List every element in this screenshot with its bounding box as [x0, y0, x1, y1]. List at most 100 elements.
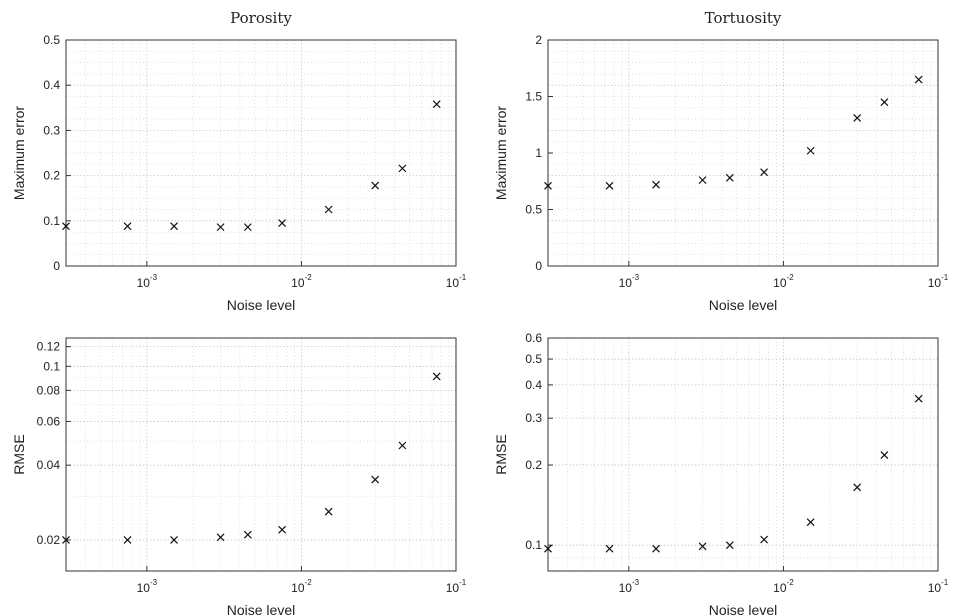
data-point-marker [760, 168, 769, 177]
data-point-marker [806, 518, 815, 527]
y-tick-label: 0.04 [37, 458, 61, 472]
data-point-marker [278, 219, 287, 227]
y-axis-label: Maximum error [493, 106, 509, 200]
x-tick-label-base: 10 [928, 581, 942, 595]
plot-area-frame [65, 337, 457, 572]
data-point-marker [371, 475, 380, 484]
y-tick-label: 0.06 [37, 414, 61, 428]
data-point-marker [243, 530, 252, 539]
x-tick-label: 10-1 [928, 578, 949, 595]
grid [65, 39, 457, 267]
x-axis-label: Noise level [709, 297, 777, 313]
data-point-marker [880, 451, 889, 460]
data-point-marker [278, 525, 287, 534]
y-tick-label: 2 [535, 33, 542, 47]
data-point-marker [605, 544, 614, 553]
x-tick-label: 10-2 [773, 273, 794, 290]
x-tick-label: 10-2 [291, 273, 312, 290]
x-tick-label-base: 10 [446, 581, 460, 595]
x-tick-label-exponent: -3 [150, 578, 158, 587]
y-tick-label: 0 [535, 259, 542, 273]
data-point-marker [324, 205, 333, 214]
x-tick-label-base: 10 [773, 581, 787, 595]
data-point-marker [216, 533, 225, 542]
data-point-marker [853, 114, 862, 122]
data-point-marker [914, 394, 923, 403]
y-tick-label: 0.08 [37, 383, 61, 397]
data-point-marker [170, 536, 178, 544]
grid [547, 337, 939, 572]
y-tick-label: 1 [535, 146, 542, 160]
data-point-marker [853, 483, 862, 492]
x-tick-label-exponent: -1 [459, 273, 467, 282]
data-point-marker [170, 222, 178, 231]
y-tick-label: 0.5 [525, 203, 542, 217]
data-point-marker [324, 507, 333, 516]
x-tick-label: 10-2 [291, 578, 312, 595]
x-tick-label-base: 10 [137, 581, 151, 595]
x-tick-label-exponent: -3 [632, 273, 640, 282]
x-tick-label: 10-3 [137, 273, 158, 290]
y-tick-label: 0.1 [43, 359, 60, 373]
data-point-marker [652, 180, 660, 189]
data-series [62, 372, 441, 544]
y-tick-label: 0.1 [525, 538, 542, 552]
data-point-marker [432, 100, 441, 109]
data-point-marker [760, 535, 769, 544]
x-tick-label-exponent: -1 [941, 578, 949, 587]
data-point-marker [62, 536, 70, 544]
y-axis-label: RMSE [493, 434, 509, 474]
y-axis-label: RMSE [11, 434, 27, 474]
y-tick-label: 0.12 [37, 340, 61, 354]
data-point-marker [544, 544, 552, 553]
x-tick-label: 10-3 [619, 273, 640, 290]
data-point-marker [914, 75, 923, 84]
data-point-marker [123, 536, 132, 544]
grid [547, 39, 939, 267]
x-tick-label: 10-2 [773, 578, 794, 595]
x-tick-label: 10-1 [928, 273, 949, 290]
data-point-marker [698, 542, 707, 551]
chart-panel-porosity-rmse: 10-3 10-2 10-10.020.040.060.080.10.12Noise… [11, 337, 467, 616]
y-tick-label: 0.2 [43, 169, 60, 183]
x-tick-label-exponent: -3 [632, 578, 640, 587]
x-tick-label-base: 10 [137, 276, 151, 290]
data-point-marker [605, 181, 614, 190]
chart-title: Tortuosity [705, 9, 782, 27]
data-point-marker [398, 441, 407, 450]
y-tick-label: 0.4 [525, 378, 542, 392]
x-tick-label: 10-1 [446, 578, 467, 595]
x-tick-label-base: 10 [291, 276, 305, 290]
x-tick-label: 10-3 [619, 578, 640, 595]
x-axis-label: Noise level [709, 602, 777, 616]
y-tick-label: 0.5 [43, 33, 60, 47]
data-series [544, 394, 923, 553]
plot-area-frame [65, 39, 457, 267]
y-axis-label: Maximum error [11, 106, 27, 200]
plot-area-frame [547, 337, 939, 572]
x-tick-label-base: 10 [619, 276, 633, 290]
x-tick-label-exponent: -3 [150, 273, 158, 282]
x-axis-label: Noise level [227, 602, 295, 616]
y-tick-label: 0.4 [43, 78, 60, 92]
data-point-marker [371, 181, 380, 190]
plot-area-frame [547, 39, 939, 267]
y-tick-label: 0.5 [525, 352, 542, 366]
data-series [544, 75, 923, 190]
x-tick-label-exponent: -1 [941, 273, 949, 282]
data-point-marker [62, 222, 70, 231]
data-point-marker [698, 176, 707, 185]
y-tick-label: 0.3 [525, 411, 542, 425]
x-tick-label-exponent: -1 [459, 578, 467, 587]
x-tick-label-exponent: -2 [787, 273, 795, 282]
data-point-marker [216, 223, 225, 232]
y-tick-label: 0.2 [525, 458, 542, 472]
x-tick-label: 10-1 [446, 273, 467, 290]
y-tick-label: 0 [53, 259, 60, 273]
x-tick-label-exponent: -2 [787, 578, 795, 587]
data-point-marker [652, 544, 660, 553]
